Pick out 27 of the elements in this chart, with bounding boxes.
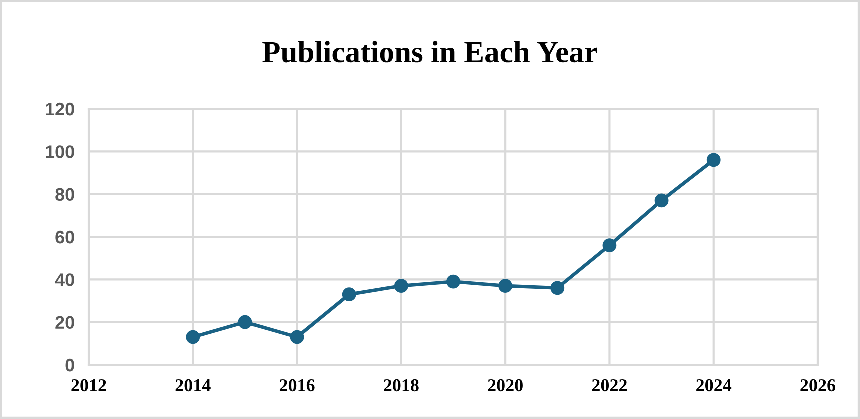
point	[446, 274, 460, 289]
point	[186, 330, 200, 344]
x-tick-label: 2012	[72, 379, 106, 392]
point	[706, 153, 721, 168]
point	[602, 238, 617, 252]
y-tick-label: 60	[56, 230, 74, 244]
x-tick-label: 2020	[488, 379, 523, 392]
point	[342, 288, 356, 302]
x-tick-label: 2026	[800, 379, 836, 392]
point	[498, 279, 513, 294]
y-tick-label: 40	[55, 274, 74, 286]
point	[290, 330, 304, 344]
x-tick-label: 2014	[176, 379, 211, 392]
x-tick-label: 2024	[696, 379, 732, 392]
y-tick-label: 20	[56, 316, 74, 330]
point	[394, 279, 408, 294]
y-tick-label: 100	[46, 146, 74, 158]
y-tick-label: 120	[46, 102, 74, 116]
y-tick-label: 0	[66, 358, 74, 372]
x-tick-label: 2018	[384, 379, 419, 392]
y-tick-label: 80	[56, 188, 74, 202]
x-tick-label: 2022	[592, 379, 627, 392]
point	[654, 194, 669, 208]
x-tick-label: 2016	[280, 379, 315, 392]
point	[238, 315, 252, 330]
chart-title: Publications in Each Year	[262, 41, 598, 63]
point	[550, 281, 565, 296]
